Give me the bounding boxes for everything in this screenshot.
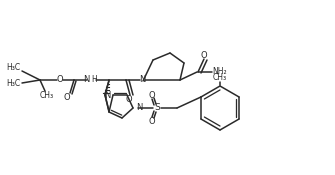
Text: O: O [149, 90, 155, 100]
Text: H₃C: H₃C [6, 79, 20, 88]
Text: O: O [64, 93, 70, 101]
Text: N: N [83, 75, 89, 85]
Text: O: O [201, 51, 207, 60]
Text: O: O [57, 75, 63, 85]
Text: N: N [104, 90, 110, 100]
Text: CH₃: CH₃ [213, 74, 227, 82]
Text: H₃C: H₃C [6, 64, 20, 72]
Text: O: O [126, 94, 132, 103]
Text: CH₃: CH₃ [40, 92, 54, 100]
Text: O: O [149, 117, 155, 125]
Text: N: N [136, 103, 142, 113]
Text: H: H [91, 75, 97, 85]
Text: NH₂: NH₂ [213, 68, 227, 76]
Text: S: S [154, 103, 160, 113]
Text: N: N [139, 75, 145, 85]
